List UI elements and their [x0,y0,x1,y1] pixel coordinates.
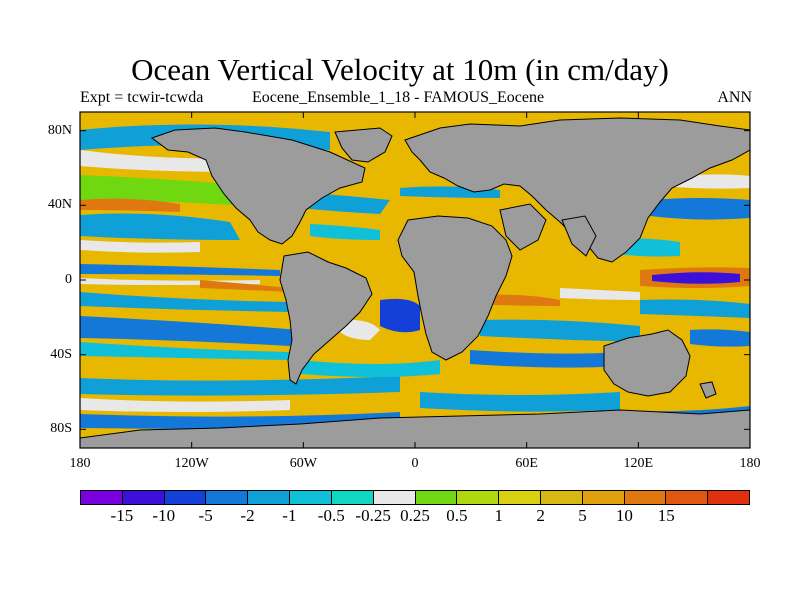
colorbar-box [624,491,667,504]
chart-title: Ocean Vertical Velocity at 10m (in cm/da… [131,52,669,87]
antarctica [80,409,750,448]
colorbar-label: 10 [615,506,633,525]
colorbar-label: 15 [657,506,675,525]
colorbar-box [373,491,416,504]
colorbar-label: 0.5 [446,506,468,525]
colorbar-box [582,491,625,504]
colorbar-label: -2 [240,506,255,525]
lat-tick-label: 40S [50,346,72,362]
eurasia [404,117,750,263]
colorbar-box [540,491,583,504]
colorbar-box [248,491,291,504]
colorbar [80,490,750,505]
lon-tick-label: 60W [289,456,317,471]
colorbar-box [206,491,249,504]
colorbar-box [499,491,541,504]
north-america [150,127,366,245]
australia [603,329,691,397]
new-zealand [699,381,717,399]
colorbar-box [708,491,749,504]
colorbar-label: -5 [198,506,213,525]
lat-tick-label: 80S [50,421,72,437]
colorbar-box [164,491,207,504]
colorbar-label: -1 [282,506,297,525]
lon-tick-label: 120E [623,456,654,471]
colorbar-box [331,491,374,504]
lat-tick-label: 80N [47,122,72,138]
greenland [334,127,393,163]
experiment-label: Expt = tcwir-tcwda [80,89,204,106]
colorbar-box [666,491,709,504]
colorbar-label: -10 [152,506,176,525]
lon-tick-label: 60E [515,456,538,471]
lat-tick-label: 40N [47,197,72,213]
season-label: ANN [717,89,752,106]
lon-tick-label: 120W [174,456,209,471]
colorbar-box [81,491,123,504]
colorbar-label: -0.5 [317,506,345,525]
colorbar-label: 2 [536,506,545,525]
colorbar-box [415,491,458,504]
south-america [279,251,373,385]
africa [397,215,513,361]
colorbar-label: 0.25 [400,506,430,525]
ensemble-label: Eocene_Ensemble_1_18 - FAMOUS_Eocene [252,89,545,106]
axis-ticks [79,112,751,448]
colorbar-label: -0.25 [355,506,391,525]
colorbar-box [122,491,165,504]
lon-tick-label: 180 [739,456,761,471]
colorbar-label: -15 [110,506,134,525]
india [561,215,597,257]
arabia [499,203,547,251]
colorbar-box [457,491,500,504]
lon-tick-label: 180 [69,456,91,471]
colorbar-label: 1 [494,506,504,525]
lon-tick-label: 0 [411,456,419,471]
colorbar-box [290,491,332,504]
lat-tick-label: 0 [65,272,72,287]
land-masses [80,117,750,448]
colorbar-label: 5 [578,506,587,525]
